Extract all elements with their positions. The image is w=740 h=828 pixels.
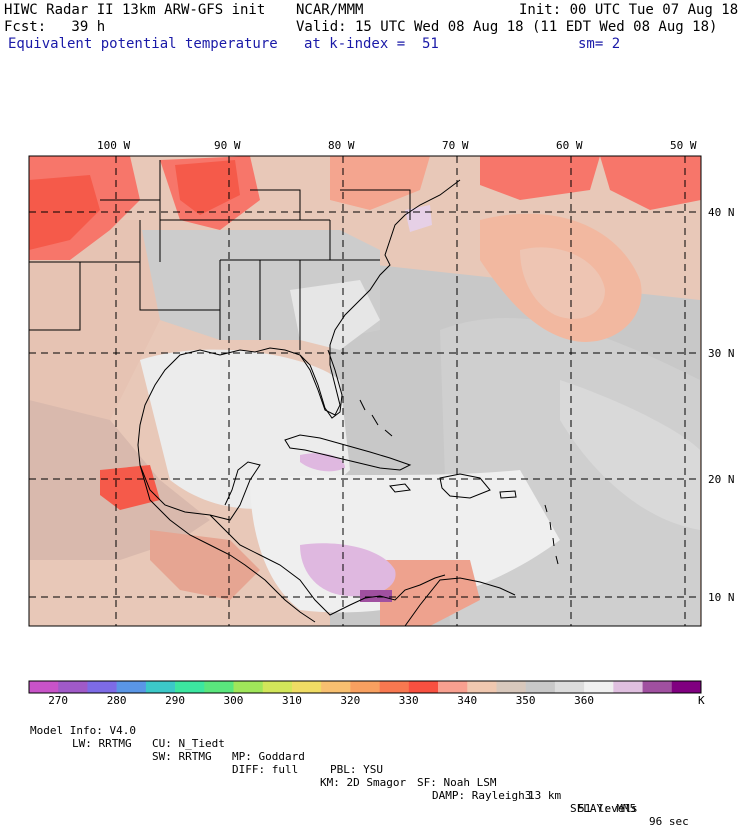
colorbar-ticks: 270 280 290 300 310 320 330 340 350 360 bbox=[0, 694, 740, 708]
colorbar-swatch bbox=[145, 681, 176, 693]
colorbar-swatch bbox=[262, 681, 293, 693]
footer-sw: SW: RRTMG bbox=[152, 750, 212, 763]
weather-map bbox=[28, 155, 702, 627]
colorbar-tick-label: 350 bbox=[515, 694, 536, 707]
colorbar-tick-label: 300 bbox=[223, 694, 244, 707]
colorbar-swatch bbox=[496, 681, 526, 693]
init-time: Init: 00 UTC Tue 07 Aug 18 bbox=[519, 2, 739, 18]
footer-damp: DAMP: Rayleigh3 bbox=[432, 789, 532, 802]
org-label: NCAR/MMM bbox=[296, 2, 364, 18]
graticule bbox=[29, 156, 701, 626]
smoothing-label: sm= 2 bbox=[578, 36, 621, 52]
colorbar-swatch bbox=[350, 681, 380, 693]
model-title: HIWC Radar II 13km ARW-GFS init bbox=[4, 2, 266, 18]
colorbar-swatch bbox=[467, 681, 497, 693]
colorbar-swatch bbox=[438, 681, 468, 693]
colorbar-swatch bbox=[554, 681, 585, 693]
level-label: at k-index = 51 bbox=[304, 36, 439, 52]
footer-sflay: SFLAY: MM5 bbox=[570, 802, 637, 815]
footer-diff: DIFF: full bbox=[232, 763, 299, 776]
colorbar-tick-label: 310 bbox=[282, 694, 302, 707]
colorbar-tick-label: 320 bbox=[340, 694, 361, 707]
colorbar-swatch bbox=[291, 681, 322, 693]
colorbar-tick-label: 270 bbox=[48, 694, 69, 707]
footer-lw: LW: RRTMG bbox=[72, 737, 132, 750]
colorbar-swatch bbox=[29, 681, 59, 693]
lon-label-60w: 60 W bbox=[556, 139, 583, 152]
lon-label-100w: 100 W bbox=[97, 139, 131, 152]
colorbar-swatch bbox=[408, 681, 439, 693]
colorbar-swatch bbox=[204, 681, 234, 693]
lon-label-80w: 80 W bbox=[328, 139, 355, 152]
colorbar bbox=[28, 680, 702, 694]
lon-label-50w: 50 W bbox=[670, 139, 697, 152]
colorbar-swatch bbox=[175, 681, 205, 693]
colorbar-swatch bbox=[642, 681, 673, 693]
colorbar-tick-label: 290 bbox=[165, 694, 185, 707]
colorbar-tick-label: 330 bbox=[398, 694, 419, 707]
colorbar-swatch bbox=[58, 681, 88, 693]
colorbar-unit: K bbox=[698, 694, 705, 707]
footer-model-info: Model Info: V4.0 bbox=[30, 724, 136, 737]
forecast-hour: Fcst: 39 h bbox=[4, 19, 106, 35]
colorbar-swatch bbox=[379, 681, 410, 693]
colorbar-tick-label: 280 bbox=[106, 694, 127, 707]
colorbar-swatch bbox=[613, 681, 643, 693]
lat-label-10n: 10 N bbox=[708, 591, 735, 604]
colorbar-swatch bbox=[525, 681, 556, 693]
lon-label-70w: 70 W bbox=[442, 139, 469, 152]
valid-time: Valid: 15 UTC Wed 08 Aug 18 (11 EDT Wed … bbox=[296, 19, 718, 35]
lat-label-20n: 20 N bbox=[708, 473, 735, 486]
colorbar-swatch bbox=[671, 681, 702, 693]
colorbar-frame bbox=[28, 680, 702, 694]
colorbar-swatch bbox=[87, 681, 117, 693]
coastlines bbox=[29, 160, 559, 626]
colorbar-tick-label: 340 bbox=[457, 694, 478, 707]
colorbar-swatch bbox=[321, 681, 351, 693]
colorbar-swatch bbox=[116, 681, 147, 693]
lon-label-90w: 90 W bbox=[214, 139, 241, 152]
footer-km: KM: 2D Smagor bbox=[320, 776, 407, 789]
field-name: Equivalent potential temperature bbox=[8, 36, 278, 52]
footer-timestep: 96 sec bbox=[649, 815, 689, 828]
map-frame bbox=[28, 155, 702, 627]
footer-line-2: LW: RRTMG SW: RRTMG DIFF: full KM: 2D Sm… bbox=[0, 724, 740, 815]
lat-label-40n: 40 N bbox=[708, 206, 735, 219]
colorbar-swatch bbox=[233, 681, 264, 693]
colorbar-swatch bbox=[584, 681, 614, 693]
lat-label-30n: 30 N bbox=[708, 347, 735, 360]
theta-e-field bbox=[29, 156, 701, 626]
colorbar-tick-label: 360 bbox=[574, 694, 594, 707]
